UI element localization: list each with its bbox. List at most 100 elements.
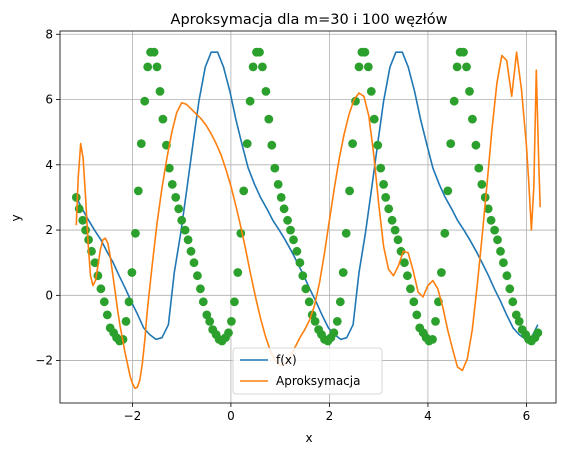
node-marker bbox=[205, 317, 215, 326]
node-marker bbox=[452, 62, 462, 72]
legend-label-approx: Aproksymacja bbox=[276, 374, 360, 388]
node-marker bbox=[189, 258, 199, 268]
node-marker bbox=[437, 268, 446, 277]
node-marker bbox=[164, 163, 174, 173]
node-marker bbox=[440, 228, 450, 238]
node-marker bbox=[379, 180, 388, 189]
ticks: −2 0 2 4 6 −2 0 2 4 6 8 bbox=[35, 27, 530, 423]
node-marker bbox=[431, 317, 440, 326]
node-marker bbox=[310, 317, 320, 326]
node-marker bbox=[121, 317, 131, 326]
node-marker bbox=[78, 215, 88, 225]
node-marker bbox=[406, 284, 415, 294]
node-marker bbox=[93, 271, 103, 281]
node-marker bbox=[295, 258, 305, 268]
node-marker bbox=[514, 317, 524, 326]
y-tick-label: −2 bbox=[35, 354, 53, 368]
y-tick-label: 4 bbox=[45, 158, 53, 172]
node-marker bbox=[393, 235, 403, 245]
node-marker bbox=[341, 228, 351, 238]
node-marker bbox=[345, 186, 354, 196]
node-marker bbox=[360, 47, 370, 57]
x-tick-label: 6 bbox=[523, 409, 531, 423]
node-marker bbox=[304, 297, 314, 307]
node-marker bbox=[174, 204, 184, 214]
plot-area bbox=[71, 47, 543, 390]
node-marker bbox=[273, 180, 283, 189]
node-marker bbox=[292, 246, 302, 256]
node-marker bbox=[193, 271, 202, 281]
node-marker bbox=[462, 62, 471, 72]
x-tick-label: 4 bbox=[424, 409, 432, 423]
node-marker bbox=[329, 328, 339, 338]
node-marker bbox=[71, 193, 81, 202]
node-marker bbox=[483, 204, 493, 214]
x-tick-label: 0 bbox=[227, 409, 235, 423]
node-marker bbox=[384, 204, 394, 214]
node-marker bbox=[412, 310, 422, 320]
plot-series bbox=[71, 47, 543, 390]
node-marker bbox=[369, 114, 379, 124]
chart-title: Aproksymacja dla m=30 i 100 węzłów bbox=[171, 12, 448, 28]
node-marker bbox=[261, 87, 271, 96]
node-marker bbox=[276, 193, 286, 202]
node-marker bbox=[459, 47, 468, 57]
node-marker bbox=[366, 87, 376, 96]
node-marker bbox=[279, 204, 289, 214]
node-marker bbox=[283, 215, 292, 225]
x-tick-label: 2 bbox=[326, 409, 334, 423]
node-marker bbox=[289, 235, 298, 245]
node-marker bbox=[258, 62, 267, 72]
node-marker bbox=[152, 62, 162, 72]
node-marker bbox=[400, 258, 409, 268]
node-marker bbox=[196, 284, 205, 294]
node-marker bbox=[332, 317, 342, 326]
node-marker bbox=[143, 62, 153, 72]
node-marker bbox=[127, 268, 137, 277]
node-marker bbox=[449, 96, 459, 106]
node-marker bbox=[186, 246, 196, 256]
node-marker bbox=[508, 297, 518, 307]
node-marker bbox=[81, 225, 90, 235]
node-marker bbox=[471, 140, 481, 150]
node-marker bbox=[387, 215, 397, 225]
legend-box bbox=[232, 347, 383, 395]
node-marker bbox=[264, 114, 274, 124]
node-marker bbox=[338, 268, 348, 277]
node-marker bbox=[493, 235, 502, 245]
node-marker bbox=[149, 47, 159, 57]
axes-frame bbox=[59, 30, 557, 404]
node-marker bbox=[390, 225, 400, 235]
node-marker bbox=[248, 62, 258, 72]
node-marker bbox=[245, 96, 255, 106]
node-marker bbox=[140, 96, 150, 106]
y-tick-label: 2 bbox=[45, 223, 53, 237]
node-marker bbox=[298, 271, 308, 281]
node-marker bbox=[180, 225, 190, 235]
node-marker bbox=[348, 139, 357, 149]
node-marker bbox=[301, 284, 311, 294]
node-marker bbox=[286, 225, 295, 235]
node-marker bbox=[158, 114, 168, 124]
node-marker bbox=[267, 140, 277, 150]
node-marker bbox=[465, 87, 474, 96]
x-axis-label: x bbox=[305, 431, 312, 445]
node-marker bbox=[363, 62, 373, 72]
node-marker bbox=[198, 297, 208, 307]
node-marker bbox=[428, 335, 437, 344]
node-marker bbox=[376, 163, 386, 173]
node-marker bbox=[167, 180, 177, 189]
node-marker bbox=[490, 225, 499, 235]
node-marker bbox=[270, 163, 280, 173]
node-marker bbox=[224, 328, 233, 338]
y-tick-label: 0 bbox=[45, 288, 53, 302]
node-marker bbox=[131, 228, 140, 238]
node-marker bbox=[354, 62, 364, 72]
node-marker bbox=[335, 297, 345, 307]
node-marker bbox=[227, 317, 236, 326]
node-marker bbox=[183, 235, 193, 245]
legend-label-f: f(x) bbox=[276, 353, 297, 367]
node-marker bbox=[255, 47, 264, 57]
node-marker bbox=[443, 186, 453, 196]
